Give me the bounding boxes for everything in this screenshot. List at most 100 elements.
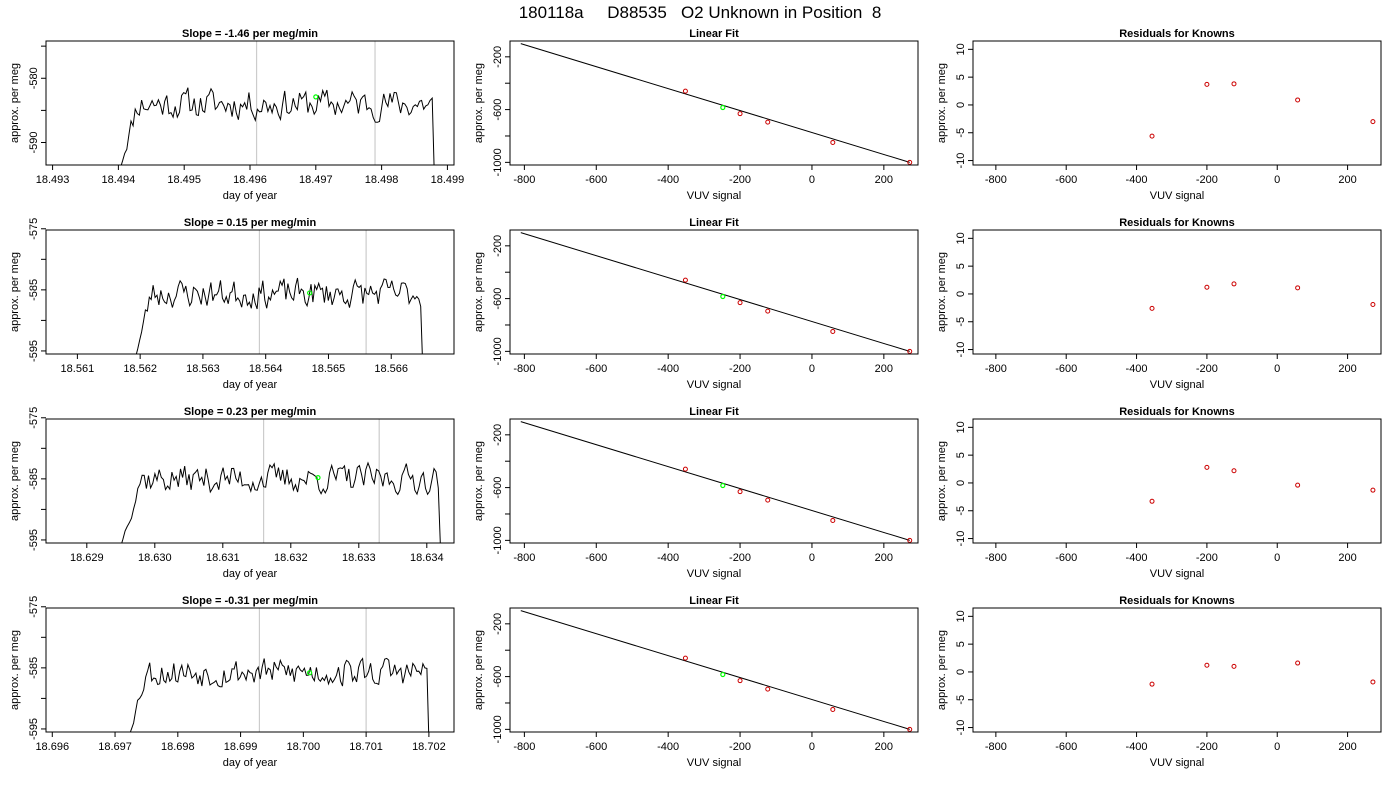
x-tick-label: 18.633 xyxy=(342,552,376,564)
x-tick-label: -200 xyxy=(729,552,751,564)
plot-area xyxy=(1149,464,1376,504)
known-point xyxy=(830,328,836,334)
x-tick-label: -600 xyxy=(585,363,607,375)
fit-panel-row-2: Linear Fit -800 -600 -400 -200 0 200 -1000 -600 -… xyxy=(473,217,919,391)
x-tick-label: 18.564 xyxy=(249,363,283,375)
y-tick-label: -5 xyxy=(955,695,967,705)
x-tick-label: -200 xyxy=(1196,363,1218,375)
panel-title: Linear Fit xyxy=(689,28,739,40)
x-tick-label: 18.632 xyxy=(274,552,308,564)
y-tick-label: 10 xyxy=(955,232,967,244)
x-tick-label: -200 xyxy=(1196,552,1218,564)
x-tick-label: 18.696 xyxy=(35,741,69,753)
x-tick-label: 18.700 xyxy=(287,741,321,753)
x-axis-label: VUV signal xyxy=(1150,568,1204,580)
known-point xyxy=(682,88,688,94)
x-axis-label: day of year xyxy=(223,379,278,391)
unknown-point xyxy=(720,293,726,300)
y-tick-label: 5 xyxy=(955,641,967,647)
x-tick-label: 0 xyxy=(809,174,815,186)
x-tick-label: 0 xyxy=(1274,741,1280,753)
panel-title: Linear Fit xyxy=(689,406,739,418)
y-tick-label: -595 xyxy=(28,529,40,551)
x-tick-label: 0 xyxy=(1274,174,1280,186)
x-tick-label: 18.634 xyxy=(410,552,444,564)
x-tick-label: 18.563 xyxy=(186,363,220,375)
residual-point xyxy=(1149,681,1155,687)
residual-point xyxy=(1204,81,1210,87)
x-axis-label: VUV signal xyxy=(687,757,741,769)
panel-title: Slope = 0.15 per meg/min xyxy=(184,217,317,229)
y-axis-label: approx. per meg xyxy=(936,63,948,143)
y-tick-label: -10 xyxy=(955,342,967,358)
trace-panel-row-1: Slope = -1.46 per meg/min 18.493 18.494 18.… xyxy=(9,28,464,202)
plot-area xyxy=(121,419,441,543)
x-tick-label: 18.499 xyxy=(431,174,465,186)
residual-point xyxy=(1204,662,1210,668)
residual-point xyxy=(1231,81,1237,87)
y-axis-label: approx. per meg xyxy=(936,252,948,332)
y-tick-label: -590 xyxy=(28,131,40,153)
y-axis-label: approx. per meg xyxy=(9,252,21,332)
residual-point xyxy=(1149,305,1155,311)
y-tick-label: -585 xyxy=(28,657,40,679)
known-point xyxy=(737,111,743,117)
x-tick-label: 18.701 xyxy=(349,741,383,753)
residual-point xyxy=(1149,133,1155,139)
y-tick-label: -1000 xyxy=(492,148,504,176)
x-tick-label: -200 xyxy=(1196,741,1218,753)
y-tick-label: 0 xyxy=(955,102,967,108)
x-tick-label: 18.631 xyxy=(206,552,240,564)
x-tick-label: 200 xyxy=(875,552,893,564)
x-tick-label: 200 xyxy=(875,174,893,186)
unknown-point xyxy=(315,475,321,481)
plot-area xyxy=(1149,660,1376,687)
known-point xyxy=(737,300,743,306)
y-tick-label: -200 xyxy=(492,235,504,257)
residual-point xyxy=(1204,464,1210,470)
x-axis-label: VUV signal xyxy=(1150,379,1204,391)
y-tick-label: -200 xyxy=(492,424,504,446)
x-tick-label: 200 xyxy=(875,363,893,375)
plot-area xyxy=(520,610,913,732)
trace-panel-row-4: Slope = -0.31 per meg/min 18.696 18.697 18.… xyxy=(9,595,455,769)
residual-point xyxy=(1295,97,1301,103)
y-tick-label: -200 xyxy=(492,46,504,68)
y-axis-label: approx. per meg xyxy=(9,630,21,710)
y-tick-label: -575 xyxy=(28,596,40,618)
known-point xyxy=(682,655,688,661)
known-point xyxy=(737,678,743,684)
plot-area xyxy=(520,232,913,354)
plot-area xyxy=(520,421,913,543)
known-point xyxy=(907,348,913,354)
x-tick-label: 18.565 xyxy=(312,363,346,375)
x-tick-label: -400 xyxy=(657,363,679,375)
plot-area xyxy=(120,41,435,165)
y-tick-label: -600 xyxy=(492,666,504,688)
known-point xyxy=(737,489,743,495)
x-tick-label: -400 xyxy=(1126,363,1148,375)
x-tick-label: 200 xyxy=(875,741,893,753)
resid-panel-row-4: Residuals for Knowns -800 -600 -400 -200 0 200… xyxy=(936,595,1382,769)
panel-title: Residuals for Knowns xyxy=(1119,28,1235,40)
x-tick-label: -600 xyxy=(585,174,607,186)
y-tick-label: -585 xyxy=(28,468,40,490)
y-tick-label: 5 xyxy=(955,74,967,80)
plot-frame xyxy=(509,229,919,355)
x-tick-label: -800 xyxy=(985,174,1007,186)
unknown-point xyxy=(307,290,313,296)
x-tick-label: -400 xyxy=(1126,741,1148,753)
panel-title: Linear Fit xyxy=(689,217,739,229)
x-tick-label: 18.561 xyxy=(61,363,95,375)
unknown-point xyxy=(307,670,313,676)
x-tick-label: 200 xyxy=(1338,552,1356,564)
residual-point xyxy=(1231,468,1237,474)
x-tick-label: 18.630 xyxy=(138,552,172,564)
y-tick-label: -1000 xyxy=(492,337,504,365)
known-point xyxy=(907,726,913,732)
x-tick-label: 0 xyxy=(1274,363,1280,375)
signal-trace xyxy=(120,87,435,165)
y-tick-label: -10 xyxy=(955,153,967,169)
y-tick-label: 10 xyxy=(955,421,967,433)
resid-panel-row-2: Residuals for Knowns -800 -600 -400 -200 0 200… xyxy=(936,217,1382,391)
